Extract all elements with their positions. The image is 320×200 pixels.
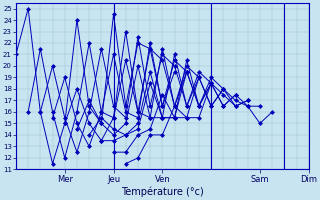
X-axis label: Température (°c): Température (°c) (121, 187, 204, 197)
